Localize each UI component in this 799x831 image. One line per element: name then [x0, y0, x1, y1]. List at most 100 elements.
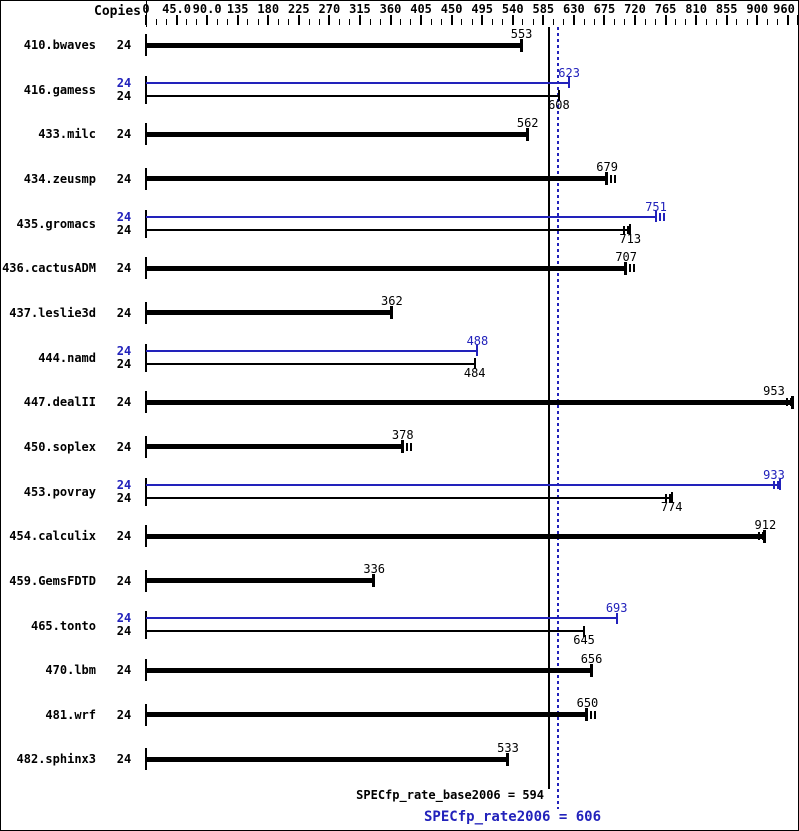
benchmark-row: 450.soplex 24 378 [1, 429, 798, 474]
axis-minor-tick [227, 19, 228, 25]
axis-major-tick [786, 15, 789, 25]
axis-minor-tick [766, 19, 768, 25]
axis-minor-tick [522, 19, 524, 25]
benchmark-name: 481.wrf [45, 707, 96, 722]
base-value-label: 562 [516, 115, 539, 130]
axis-tick-label: 720 [624, 2, 646, 16]
run-range-tick [627, 225, 630, 234]
copies-column-header: Copies [94, 4, 141, 19]
result-bar-peak [146, 349, 478, 352]
copies-value: 24 [116, 171, 132, 186]
bar-end-tick [778, 479, 781, 490]
result-bar-base [146, 310, 392, 316]
base-value-label: 707 [615, 249, 637, 264]
base-value-label: 608 [548, 97, 570, 112]
base-summary-label: SPECfp_rate_base2006 = 594 [356, 788, 544, 802]
bar-start-tick [145, 209, 147, 238]
run-range-tick [590, 710, 593, 719]
axis-major-tick [175, 15, 178, 25]
axis-minor-tick [563, 19, 565, 25]
axis-minor-tick [583, 19, 585, 25]
copies-value: 24 [116, 88, 132, 103]
copies-value: 24 [116, 707, 132, 722]
axis-minor-tick [624, 19, 626, 25]
axis-tick-label: 810 [685, 2, 707, 16]
axis-tick-label: 315 [349, 2, 371, 16]
result-bar-base [146, 131, 528, 137]
run-range-tick [614, 174, 617, 183]
bar-end-tick [583, 625, 586, 637]
axis-minor-tick [257, 19, 259, 25]
run-range-tick [610, 174, 613, 183]
axis-minor-tick [746, 19, 748, 25]
benchmark-name: 450.soplex [23, 439, 96, 454]
bar-start-tick [145, 611, 147, 640]
benchmark-name: 470.lbm [45, 663, 96, 678]
result-bar-base [146, 94, 559, 97]
axis-tick-label: 585 [532, 2, 555, 16]
benchmark-name: 447.dealII [23, 395, 96, 410]
copies-value: 24 [116, 75, 132, 90]
base-value-label: 679 [596, 160, 618, 175]
axis-minor-tick [349, 19, 351, 25]
axis-minor-tick [186, 19, 188, 25]
result-bar-base [146, 578, 375, 584]
result-bar-base [146, 496, 672, 499]
copies-value: 24 [116, 611, 132, 626]
peak-summary-label: SPECfp_rate2006 = 606 [424, 809, 602, 825]
base-value-label: 553 [510, 26, 533, 41]
benchmark-row: 444.namd 24 488 24 484 [1, 334, 798, 385]
result-bar-base [146, 667, 592, 673]
benchmark-row: 436.cactusADM 24 707 [1, 249, 798, 295]
copies-value: 24 [116, 305, 132, 320]
copies-value: 24 [116, 209, 132, 224]
axis-minor-tick [410, 19, 412, 25]
benchmark-row: 454.calculix 24 912 [1, 518, 798, 563]
copies-value: 24 [116, 261, 132, 276]
bar-end-tick [400, 440, 404, 454]
bar-end-tick [585, 708, 589, 722]
bar-end-tick [505, 752, 509, 766]
result-bar-base [146, 533, 766, 539]
run-range-tick [594, 710, 597, 719]
run-range-tick [664, 493, 667, 502]
axis-major-tick [756, 15, 759, 25]
benchmark-row: 470.lbm 24 656 [1, 652, 798, 697]
axis-major-tick [267, 15, 270, 25]
axis-minor-tick [461, 19, 463, 25]
bar-end-tick [624, 261, 628, 275]
axis-major-tick [450, 15, 453, 25]
copies-value: 24 [116, 343, 132, 358]
axis-major-tick [603, 15, 606, 25]
peak-value-label: 933 [763, 467, 785, 482]
axis-minor-tick [491, 19, 493, 25]
run-range-tick [663, 212, 666, 221]
axis-minor-tick [593, 19, 595, 25]
base-value-label: 650 [576, 696, 599, 711]
run-range-tick [758, 532, 761, 541]
benchmark-row: 410.bwaves 24 553 [1, 26, 798, 72]
copies-value: 24 [116, 490, 132, 505]
base-value-label: 953 [763, 383, 785, 398]
result-bar-peak [146, 215, 657, 218]
axis-tick-label: 900 [746, 2, 769, 16]
bar-end-tick [372, 574, 376, 588]
axis-minor-tick [308, 19, 310, 25]
run-range-tick [668, 493, 671, 502]
run-range-tick [629, 264, 632, 273]
axis-major-tick [542, 15, 545, 25]
axis-minor-tick [247, 19, 249, 25]
bar-end-tick [389, 306, 393, 320]
benchmark-name: 459.GemsFDTD [9, 573, 96, 588]
bar-end-tick [589, 663, 593, 677]
base-value-label: 362 [381, 294, 403, 309]
result-bar-base [146, 444, 403, 450]
axis-tick-label: 90.0 [192, 2, 222, 16]
benchmark-row: 416.gamess 24 623 24 608 [1, 66, 798, 117]
benchmark-row: 481.wrf 24 650 [1, 696, 798, 742]
axis-tick-label: 675 [593, 2, 616, 16]
bar-end-tick [519, 38, 523, 52]
axis-major-tick [481, 15, 484, 25]
